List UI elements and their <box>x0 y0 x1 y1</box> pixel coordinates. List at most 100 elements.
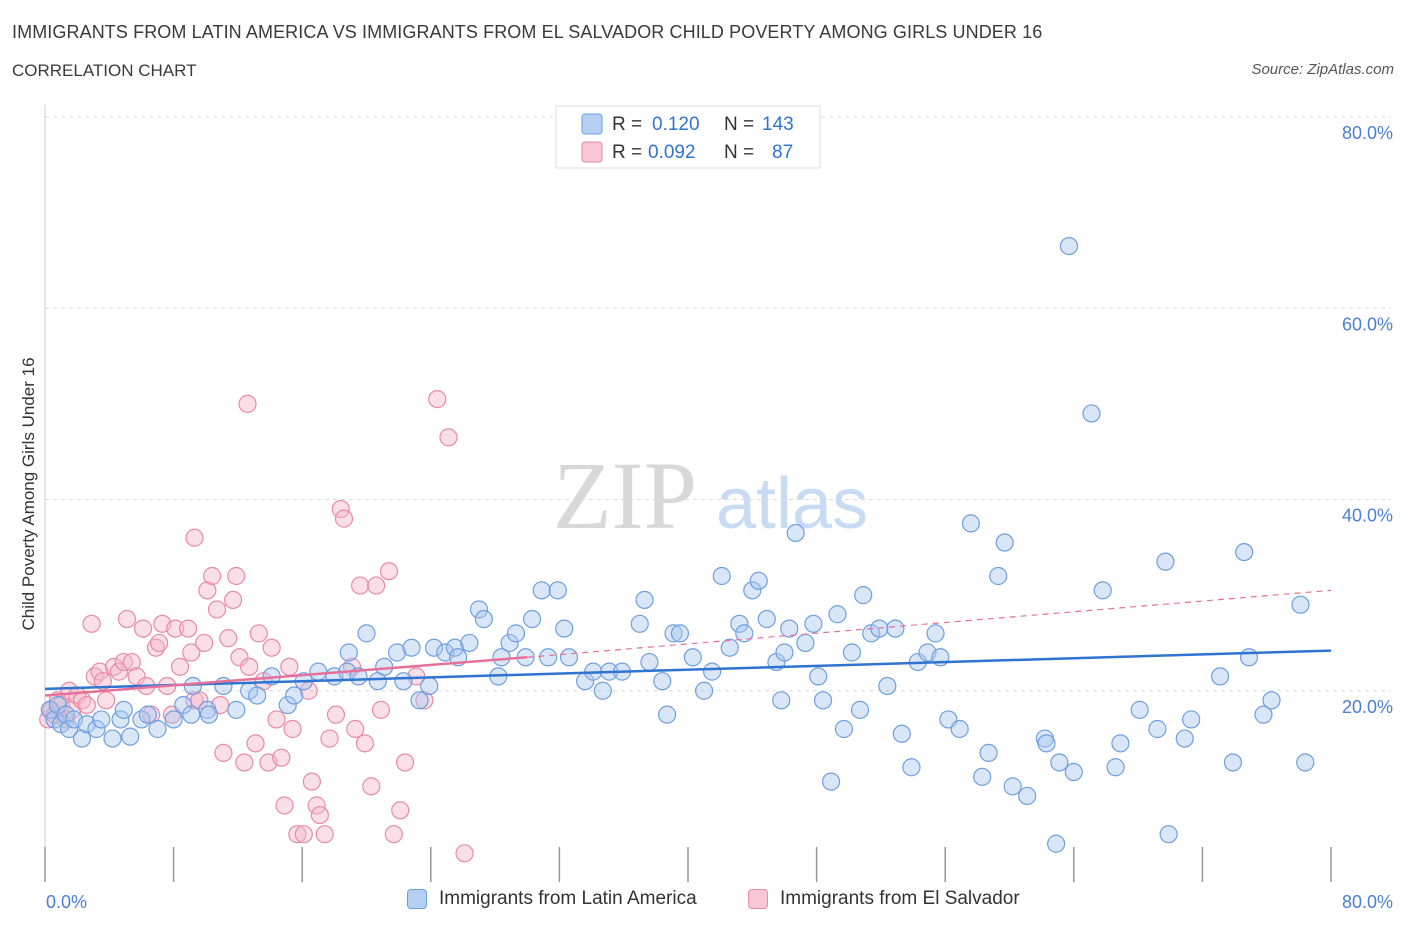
latin-america-point <box>420 676 439 696</box>
latin-america-point <box>77 715 96 734</box>
latin-america-point <box>92 710 111 729</box>
latin-america-point <box>989 566 1008 586</box>
el-salvador-point <box>275 796 294 815</box>
latin-america-point <box>870 619 889 638</box>
legend-swatch-pink <box>748 889 768 909</box>
el-salvador-point <box>379 562 399 581</box>
legend-item-el-salvador: Immigrants from El Salvador <box>748 888 1020 910</box>
el-salvador-point <box>320 729 339 748</box>
el-salvador-point <box>185 528 204 547</box>
latin-america-point <box>1148 719 1167 739</box>
el-salvador-point <box>299 681 318 700</box>
el-salvador-point <box>133 619 153 638</box>
el-salvador-point <box>230 648 249 667</box>
el-salvador-point <box>302 772 321 791</box>
latin-america-point <box>410 691 429 710</box>
el-salvador-point <box>227 566 246 586</box>
latin-america-point <box>474 609 493 629</box>
stats-r-value: 0.120 <box>652 114 700 135</box>
latin-america-point <box>1064 762 1083 782</box>
latin-america-point <box>850 700 870 719</box>
latin-america-point <box>539 648 558 667</box>
latin-america-point <box>902 758 921 777</box>
el-salvador-point <box>307 796 326 815</box>
latin-america-point <box>445 638 465 657</box>
bottom-legend: Immigrants from Latin America Immigrants… <box>0 888 1406 918</box>
latin-america-point <box>500 633 519 653</box>
el-salvador-point <box>109 662 129 681</box>
latin-america-point <box>878 676 897 696</box>
el-salvador-point <box>395 753 415 772</box>
latin-america-point <box>775 643 794 662</box>
el-salvador-point <box>384 825 403 844</box>
watermark-zip: ZIP <box>553 442 697 549</box>
latin-america-point <box>1082 404 1101 423</box>
chart-subtitle: CORRELATION CHART <box>12 61 197 80</box>
el-salvador-point <box>334 509 354 528</box>
el-salvador-point <box>371 700 391 719</box>
latin-america-point <box>1106 758 1125 777</box>
latin-america-point <box>1291 595 1310 614</box>
el-salvador-point <box>272 748 291 767</box>
latin-america-point <box>285 686 304 705</box>
stats-r-value: 0.092 <box>648 142 696 163</box>
latin-america-point <box>813 691 833 710</box>
el-salvador-point <box>262 638 281 657</box>
latin-america-point <box>1156 552 1175 571</box>
latin-america-point <box>1239 648 1259 667</box>
stats-n-value: 143 <box>762 114 794 135</box>
latin-america-point <box>640 652 659 672</box>
x-tick-label: 0.0% <box>46 892 87 912</box>
watermark-atlas: atlas <box>716 464 868 544</box>
latin-america-point <box>664 624 683 643</box>
latin-america-point <box>60 719 79 739</box>
el-salvador-point <box>315 825 334 844</box>
latin-america-point <box>1037 734 1056 753</box>
latin-america-point <box>658 705 677 724</box>
stats-n-label: N = <box>724 142 754 163</box>
el-salvador-point <box>122 652 141 672</box>
latin-america-point <box>548 581 567 600</box>
y-axis-label: Child Poverty Among Girls Under 16 <box>19 357 38 630</box>
y-tick-label: 40.0% <box>1342 506 1393 526</box>
el-salvador-point <box>267 710 286 729</box>
stats-r-label: R = <box>612 142 642 163</box>
latin-america-point <box>506 624 526 643</box>
latin-america-point <box>950 719 969 739</box>
el-salvador-point <box>178 619 198 638</box>
latin-america-point <box>339 643 358 662</box>
el-salvador-point <box>223 590 243 610</box>
latin-america-point <box>796 633 815 653</box>
latin-america-point <box>828 605 847 624</box>
latin-america-point <box>402 638 421 657</box>
stats-swatch-pink <box>581 141 603 163</box>
el-salvador-point <box>77 695 96 715</box>
y-tick-label: 60.0% <box>1342 314 1393 334</box>
el-salvador-point <box>249 624 268 643</box>
latin-america-point <box>886 619 905 638</box>
latin-america-point <box>743 581 762 600</box>
el-salvador-point <box>219 629 238 648</box>
latin-america-point <box>757 609 776 629</box>
stats-swatch-blue <box>581 113 603 135</box>
el-salvador-point <box>214 743 233 763</box>
legend-item-latin-america: Immigrants from Latin America <box>407 888 697 910</box>
el-salvador-point <box>355 734 374 753</box>
el-salvador-point <box>150 633 169 653</box>
latin-america-point <box>635 590 654 610</box>
el-salvador-point <box>185 691 204 710</box>
stats-r-label: R = <box>612 114 642 135</box>
latin-america-point <box>1093 581 1112 600</box>
el-salvador-point <box>331 499 350 519</box>
latin-america-point <box>1059 236 1079 256</box>
latin-america-point <box>522 609 542 629</box>
latin-america-point <box>1254 705 1273 724</box>
latin-america-point <box>532 581 551 600</box>
latin-america-point <box>1210 667 1230 686</box>
latin-america-point <box>1175 729 1194 748</box>
latin-america-point <box>979 743 998 763</box>
el-salvador-trend-extension <box>527 589 1332 658</box>
latin-america-point <box>735 624 754 643</box>
el-salvador-point <box>428 389 447 409</box>
latin-america-point <box>460 633 479 653</box>
